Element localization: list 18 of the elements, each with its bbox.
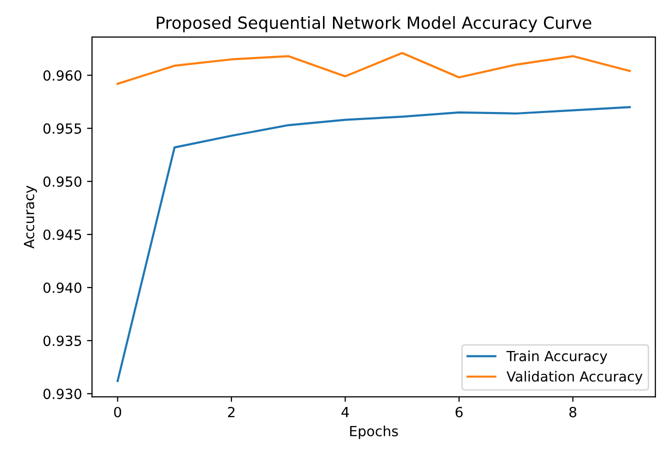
line-series: [116, 52, 631, 85]
legend-label: Validation Accuracy: [506, 370, 642, 384]
y-tick-label: 0.950: [43, 176, 82, 187]
x-axis-title: Epochs: [350, 426, 398, 440]
y-tick-label: 0.930: [43, 388, 82, 400]
y-axis-title: Accuracy: [24, 186, 37, 249]
x-tick-label: 0: [114, 406, 122, 418]
y-tick-label: 0.940: [43, 282, 82, 294]
x-tick-label: 2: [228, 406, 234, 418]
y-tick-label: 0.955: [43, 123, 82, 134]
y-tick-label: 0.945: [43, 229, 82, 240]
x-tick-label: 6: [456, 406, 463, 418]
x-tick-label: 4: [342, 407, 349, 418]
legend-label: Train Accuracy: [506, 350, 608, 364]
y-tick-label: 0.960: [43, 70, 82, 81]
y-tick-label: 0.935: [43, 336, 82, 346]
chart-title: Proposed Sequential Network Model Accuracy Curve: [156, 16, 592, 32]
x-tick-label: 8: [569, 406, 576, 418]
